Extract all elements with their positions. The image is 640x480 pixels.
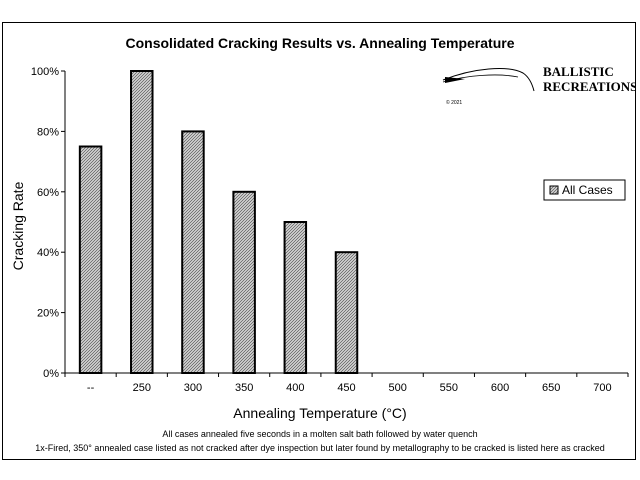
x-axis-ticks: -- 250 300 350 400 450 500 550 600 650 700 [64, 373, 629, 394]
y-tick-label: 40% [37, 247, 59, 259]
y-tick-label: 20% [37, 308, 59, 320]
y-axis-ticks: 0% 20% 40% 60% 80% 100% [31, 66, 65, 380]
bar--- [78, 145, 103, 374]
y-tick-label: 0% [43, 368, 59, 380]
x-axis-label: Annealing Temperature (°C) [233, 405, 406, 421]
bar-450 [334, 251, 359, 374]
x-tick-label: 450 [337, 382, 355, 394]
legend-swatch [549, 185, 559, 195]
x-tick-label: 350 [235, 382, 253, 394]
x-tick-label: 250 [133, 382, 151, 394]
x-tick-label: 650 [542, 382, 560, 394]
legend-label-all-cases: All Cases [562, 183, 613, 197]
logo-copyright: © 2021 [446, 99, 462, 106]
y-axis-label: Cracking Rate [10, 181, 26, 270]
ballistic-recreations-logo: BALLISTIC RECREATIONS © 2021 [442, 64, 635, 106]
footnote-2: 1x-Fired, 350° annealed case listed as n… [35, 443, 604, 453]
bar-chart: Consolidated Cracking Results vs. Anneal… [10, 35, 635, 453]
y-tick-label: 80% [37, 126, 59, 138]
logo-line-1: BALLISTIC [543, 64, 614, 79]
chart-frame: Consolidated Cracking Results vs. Anneal… [2, 22, 636, 460]
x-tick-label: -- [87, 382, 95, 394]
x-tick-label: 700 [593, 382, 611, 394]
x-tick-label: 300 [184, 382, 202, 394]
bar-300 [181, 130, 205, 375]
y-tick-label: 100% [31, 66, 59, 78]
logo-trajectory-icon [442, 68, 535, 92]
bar-350 [232, 190, 256, 374]
bars [78, 70, 359, 375]
x-tick-label: 500 [389, 382, 407, 394]
legend: All Cases [543, 179, 626, 201]
x-tick-label: 600 [491, 382, 509, 394]
bar-250 [130, 70, 154, 374]
x-tick-label: 550 [440, 382, 458, 394]
x-tick-label: 400 [286, 382, 304, 394]
logo-line-2: RECREATIONS [543, 79, 635, 94]
bar-400 [283, 221, 308, 374]
logo-bullet-icon [445, 77, 465, 83]
footnote-1: All cases annealed five seconds in a mol… [162, 429, 477, 439]
chart-title: Consolidated Cracking Results vs. Anneal… [126, 35, 515, 51]
legend-box [543, 179, 626, 201]
y-tick-label: 60% [37, 187, 59, 199]
